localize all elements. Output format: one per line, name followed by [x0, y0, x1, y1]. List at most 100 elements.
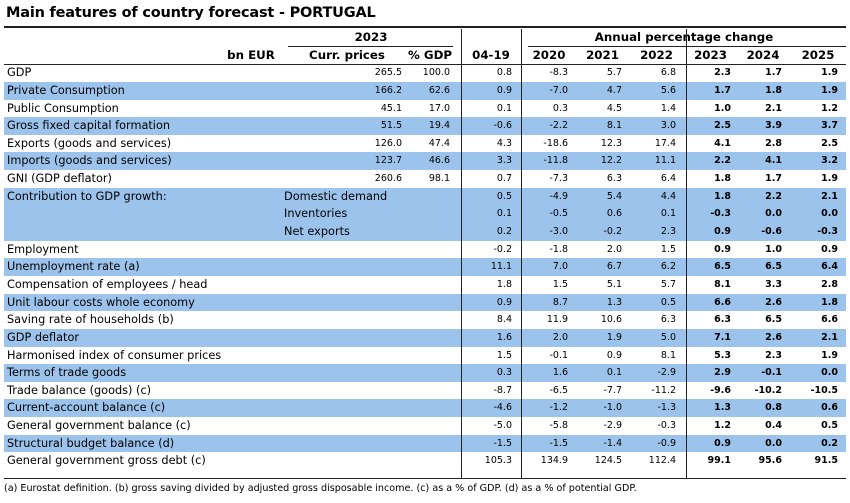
value-cell: -5.0	[493, 420, 512, 432]
value-cell: 1.9	[821, 67, 838, 79]
value-cell: 2.0	[552, 331, 568, 343]
value-cell: 17.0	[428, 102, 450, 114]
table-row: Trade balance (goods) (c) -8.7 -6.5 -7.7 -11…	[4, 382, 846, 400]
value-cell: 3.0	[660, 120, 676, 132]
row-label: Current-account balance (c)	[7, 401, 166, 415]
value-cell: 2.3	[660, 226, 676, 238]
value-cell: 4.3	[496, 137, 512, 149]
value-cell: -4.9	[549, 190, 568, 202]
header-annual-change: Annual percentage change	[594, 30, 774, 44]
row-label: GNI (GDP deflator)	[7, 172, 112, 186]
value-cell: 134.9	[540, 455, 568, 467]
value-cell: 1.5	[552, 278, 568, 290]
value-cell: 98.1	[428, 173, 450, 185]
value-cell: 1.8	[496, 278, 512, 290]
value-cell: 1.5	[660, 243, 676, 255]
table-row: GDP 265.5 100.0 0.8 -8.3 5.7 6.8 2.3 1.7 1.9	[4, 64, 846, 82]
value-cell: 1.0	[765, 243, 782, 255]
value-cell: 4.4	[660, 190, 676, 202]
value-cell: 1.3	[714, 402, 731, 414]
value-cell: 2.6	[765, 331, 782, 343]
value-cell: -1.0	[603, 402, 622, 414]
value-cell: 2.8	[821, 278, 838, 290]
value-cell: 1.6	[496, 331, 512, 343]
value-cell: 1.7	[765, 173, 782, 185]
value-cell: 11.1	[490, 261, 512, 273]
table-row: Saving rate of households (b) 8.4 11.9 10.6…	[4, 311, 846, 329]
row-label: Saving rate of households (b)	[7, 313, 174, 327]
value-cell: 265.5	[374, 67, 402, 79]
value-cell: -2.2	[549, 120, 568, 132]
value-cell: 6.8	[660, 67, 676, 79]
value-cell: 6.3	[660, 314, 676, 326]
value-cell: 1.5	[496, 349, 512, 361]
value-cell: -0.6	[761, 226, 782, 238]
header-04-19: 04-19	[472, 47, 510, 62]
header-bottom-rule	[4, 64, 846, 65]
value-cell: 5.1	[606, 278, 622, 290]
value-cell: 95.6	[758, 455, 782, 467]
value-cell: 1.9	[821, 349, 838, 361]
value-cell: 0.0	[821, 208, 838, 220]
value-cell: 3.7	[821, 120, 838, 132]
header-2021: 2021	[586, 47, 619, 62]
value-cell: 3.2	[821, 155, 838, 167]
header-year: 2023	[354, 30, 388, 44]
value-cell: 0.0	[765, 208, 782, 220]
value-cell: 0.5	[496, 190, 512, 202]
value-cell: 6.4	[660, 173, 676, 185]
forecast-table: 2023 Annual percentage change bn EUR Cur…	[4, 29, 846, 470]
value-cell: 0.3	[552, 102, 568, 114]
value-cell: 126.0	[374, 137, 402, 149]
value-cell: 3.9	[765, 120, 782, 132]
value-cell: 4.1	[765, 155, 782, 167]
value-cell: 2.1	[821, 190, 838, 202]
header-row-2: bn EUR Curr. prices % GDP 04-19 2020 202…	[4, 47, 846, 65]
value-cell: 0.8	[496, 67, 512, 79]
table-row: GNI (GDP deflator) 260.6 98.1 0.7 -7.3 6.3 6.4…	[4, 170, 846, 188]
table-row: Inventories 0.1 -0.5 0.6 0.1 -0.3 0.0 0.0	[4, 205, 846, 224]
value-cell: 0.0	[765, 437, 782, 449]
value-cell: -0.9	[657, 437, 676, 449]
value-cell: -11.2	[651, 384, 676, 396]
value-cell: 11.9	[546, 314, 568, 326]
value-cell: 6.6	[714, 296, 731, 308]
value-cell: 2.2	[765, 190, 782, 202]
value-cell: 0.1	[496, 102, 512, 114]
value-cell: 6.2	[660, 261, 676, 273]
table-row: General government balance (c) -5.0 -5.8 -2…	[4, 417, 846, 435]
value-cell: -6.5	[549, 384, 568, 396]
value-cell: 2.3	[765, 349, 782, 361]
value-cell: 124.5	[594, 455, 622, 467]
value-cell: -1.4	[603, 437, 622, 449]
value-cell: 2.8	[765, 137, 782, 149]
value-cell: 8.7	[552, 296, 568, 308]
table-row: Compensation of employees / head 1.8 1.5 5.…	[4, 276, 846, 294]
value-cell: 6.5	[765, 314, 782, 326]
value-cell: 6.4	[821, 261, 838, 273]
table-row: Contribution to GDP growth: Domestic dema…	[4, 187, 846, 206]
value-cell: 0.9	[714, 226, 731, 238]
value-cell: -7.7	[603, 384, 622, 396]
value-cell: 1.0	[714, 102, 731, 114]
value-cell: -0.1	[761, 367, 782, 379]
row-label: Gross fixed capital formation	[7, 119, 171, 133]
value-cell: 1.8	[714, 190, 731, 202]
header-curr-prices: Curr. prices	[309, 47, 385, 62]
value-cell: 46.6	[428, 155, 450, 167]
header-2020: 2020	[532, 47, 566, 62]
value-cell: 0.1	[660, 208, 676, 220]
value-cell: 6.6	[821, 314, 838, 326]
value-cell: 4.1	[714, 137, 731, 149]
value-cell: -7.0	[549, 84, 568, 96]
value-cell: 6.5	[714, 261, 731, 273]
divider-after-2022	[686, 29, 687, 478]
row-label: Public Consumption	[7, 101, 119, 115]
row-label: Harmonised index of consumer prices	[7, 348, 222, 362]
header-bn-eur: bn EUR	[227, 47, 275, 62]
row-label: General government gross debt (c)	[7, 454, 206, 468]
value-cell: -10.5	[810, 384, 838, 396]
table-row: Private Consumption 166.2 62.6 0.9 -7.0 4.7 5.…	[4, 81, 846, 100]
value-cell: 0.7	[496, 173, 512, 185]
table-title: Main features of country forecast - PORT…	[6, 5, 376, 21]
